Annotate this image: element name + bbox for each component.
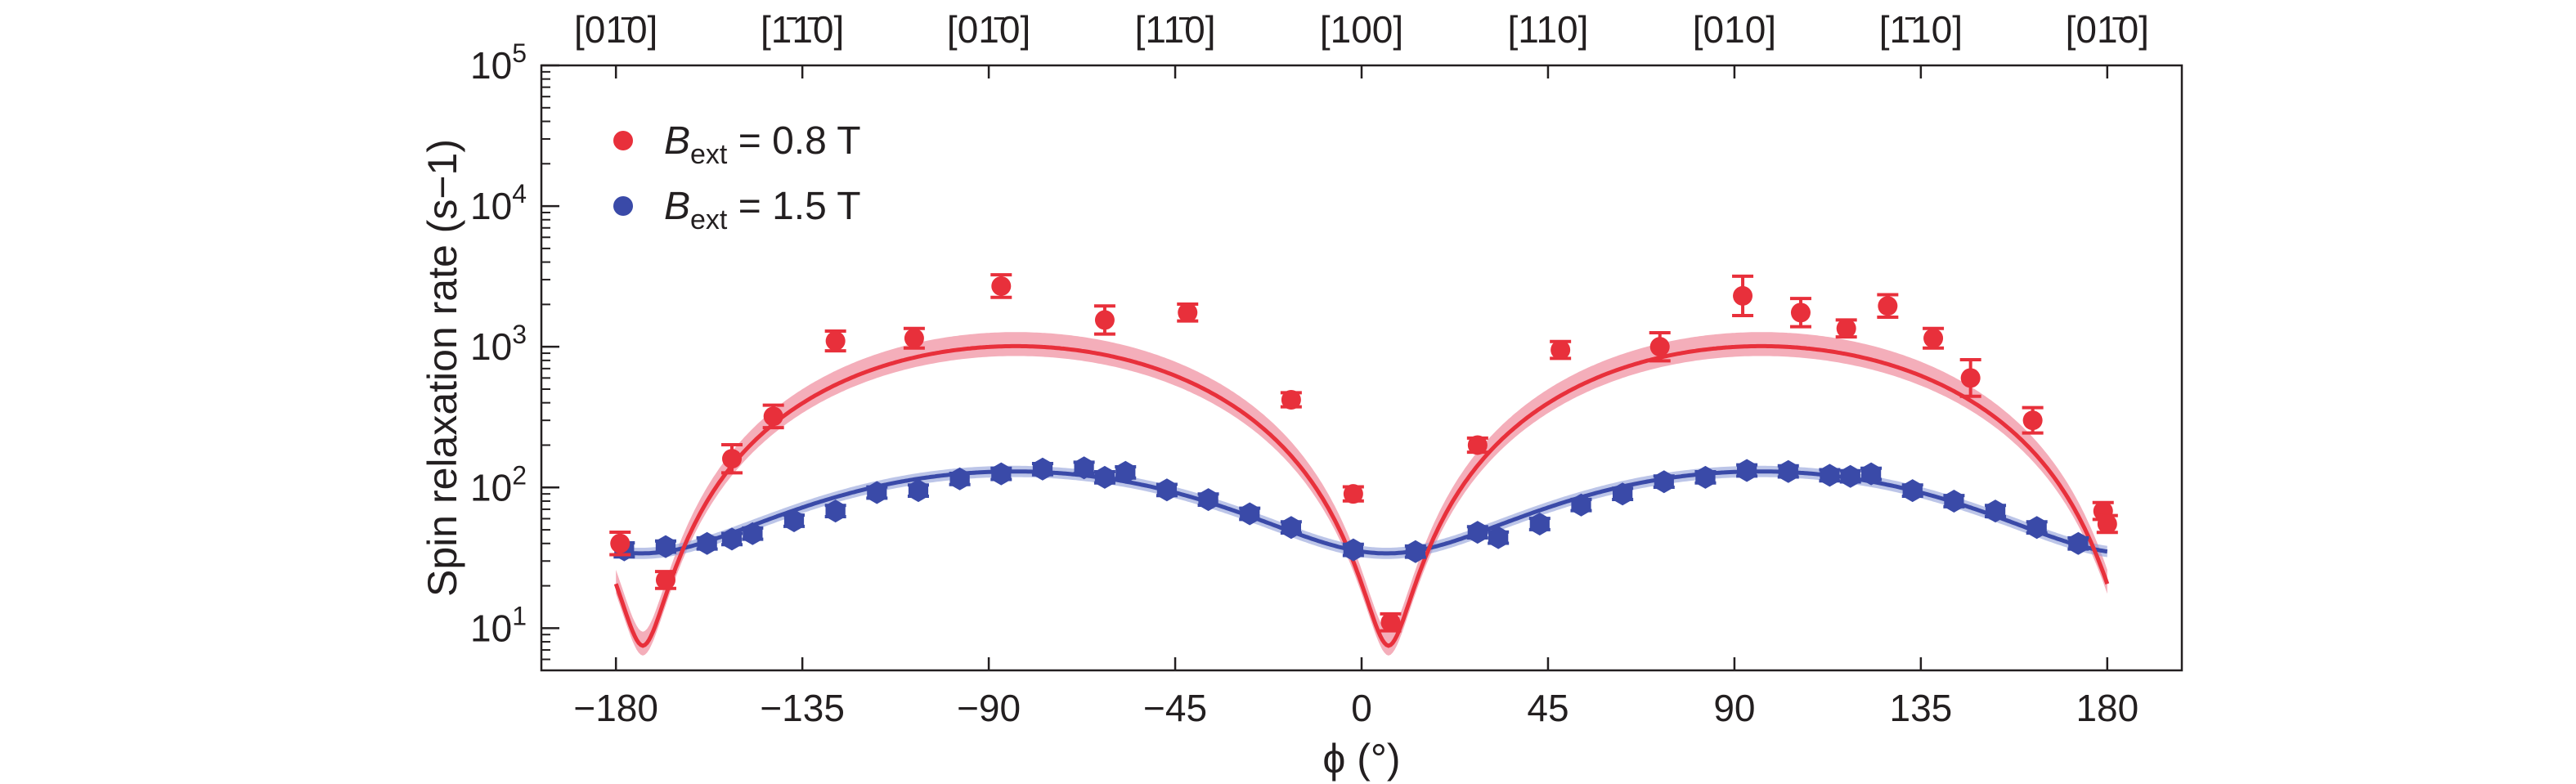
data-point-0-8T-20 [1960,368,1981,388]
data-point-1-5T-2 [697,531,717,555]
x-tick-label-0: −180 [573,687,658,729]
fit-curve-0-8T [613,343,2110,648]
data-point-0-8T-18 [1878,296,1898,316]
data-point-1-5T-21 [1467,521,1488,544]
data-point-0-8T-1 [655,570,675,590]
data-point-0-8T-3 [763,406,783,427]
data-point-1-5T-1 [655,535,676,558]
y-tick-label-1: 102 [470,460,527,508]
data-point-1-5T-9 [949,467,970,491]
data-point-1-5T-36 [2026,516,2047,540]
data-point-1-5T-20 [1405,540,1425,563]
data-point-1-5T-17 [1240,502,1260,526]
data-points [609,273,2118,633]
data-point-1-5T-12 [1074,456,1094,480]
data-point-1-5T-29 [1778,459,1798,483]
x-tick-label-6: 90 [1713,687,1755,729]
data-point-1-5T-7 [867,481,887,504]
data-point-0-8T-4 [825,331,846,352]
data-point-1-5T-15 [1156,478,1177,502]
data-point-0-8T-7 [1094,310,1115,330]
x-tick-label-3: −45 [1143,687,1207,729]
data-point-1-5T-14 [1115,460,1136,484]
series-1-5T [613,456,2089,563]
data-point-0-8T-9 [1281,390,1301,410]
data-point-1-5T-37 [2068,531,2089,555]
data-point-1-5T-4 [743,522,763,545]
data-point-1-5T-5 [783,509,805,532]
x-tick-label-2: −90 [957,687,1021,729]
data-point-1-5T-31 [1840,464,1860,488]
data-point-0-8T-5 [904,328,924,348]
data-point-0-8T-23 [2097,513,2117,534]
y-tick-label-3: 104 [470,179,527,227]
data-point-0-8T-10 [1343,484,1363,504]
data-point-0-8T-11 [1380,612,1401,633]
data-point-1-5T-19 [1343,538,1363,562]
axes: −180 −135 −90 −45 0 45 90 135 180 [01̄0] [1̄1̄0] [0… [420,8,2183,782]
data-point-1-5T-13 [1094,465,1115,489]
series-0-8T [609,273,2118,633]
data-point-0-8T-12 [1467,435,1488,455]
x-tick-label-5: 45 [1527,687,1568,729]
legend-marker-0 [613,131,633,150]
top-axis-label-3: [11̄0] [1135,8,1216,51]
data-point-1-5T-30 [1820,464,1840,487]
fit-band-0-8T [616,332,2107,656]
y-tick-label-4: 105 [470,38,527,87]
data-point-0-8T-13 [1551,340,1571,361]
data-point-0-8T-16 [1790,302,1811,323]
data-point-1-5T-6 [825,500,846,523]
data-point-1-5T-18 [1281,516,1301,540]
data-point-1-5T-24 [1571,493,1591,517]
data-point-0-8T-8 [1178,302,1198,323]
x-tick-label-1: −135 [760,687,845,729]
data-point-1-5T-8 [908,479,929,503]
legend: Bext = 0.8 T Bext = 1.5 T [613,119,861,235]
x-tick-label-4: 0 [1351,687,1372,729]
top-axis-label-8: [01̄0] [2066,8,2149,51]
y-tick-label-2: 103 [470,320,527,368]
data-point-1-5T-27 [1695,465,1716,489]
data-point-0-8T-14 [1649,337,1670,357]
data-point-0-8T-15 [1733,285,1753,306]
x-tick-label-8: 180 [2076,687,2138,729]
data-point-0-8T-17 [1836,318,1856,338]
top-axis-label-7: [1̄10] [1879,8,1963,51]
data-point-1-5T-16 [1198,488,1218,512]
legend-label-1: Bext = 1.5 T [664,185,861,235]
x-axis-title: ϕ (°) [1322,736,1400,782]
top-axis-label-6: [010] [1693,8,1776,51]
data-point-0-8T-21 [2022,410,2043,431]
data-point-1-5T-26 [1654,470,1674,494]
data-point-1-5T-25 [1613,482,1633,506]
data-point-1-5T-35 [1985,500,2006,523]
x-tick-label-7: 135 [1889,687,1952,729]
data-point-0-8T-0 [610,533,631,553]
data-point-1-5T-11 [1032,457,1053,481]
y-axis-title: Spin relaxation rate (s−1) [420,139,465,597]
data-point-1-5T-23 [1529,513,1550,535]
data-point-1-5T-34 [1944,490,1964,513]
data-point-0-8T-6 [991,276,1012,296]
y-tick-label-0: 101 [470,601,527,649]
data-point-1-5T-28 [1737,459,1757,482]
data-point-0-8T-2 [722,449,743,469]
legend-marker-1 [613,196,633,216]
legend-label-0: Bext = 0.8 T [664,119,861,170]
data-point-1-5T-10 [991,462,1012,486]
top-axis-label-0: [01̄0] [574,8,657,51]
data-point-1-5T-22 [1488,526,1509,549]
top-axis-label-1: [1̄1̄0] [761,8,844,51]
data-point-1-5T-3 [721,527,743,551]
top-axis-label-5: [110] [1508,8,1589,51]
top-axis-label-4: [100] [1320,8,1403,51]
fit-bands [616,332,2107,656]
data-point-1-5T-32 [1861,462,1882,486]
data-point-0-8T-19 [1923,328,1944,348]
data-point-1-5T-33 [1902,479,1923,503]
top-axis-label-2: [01̄0] [947,8,1030,51]
